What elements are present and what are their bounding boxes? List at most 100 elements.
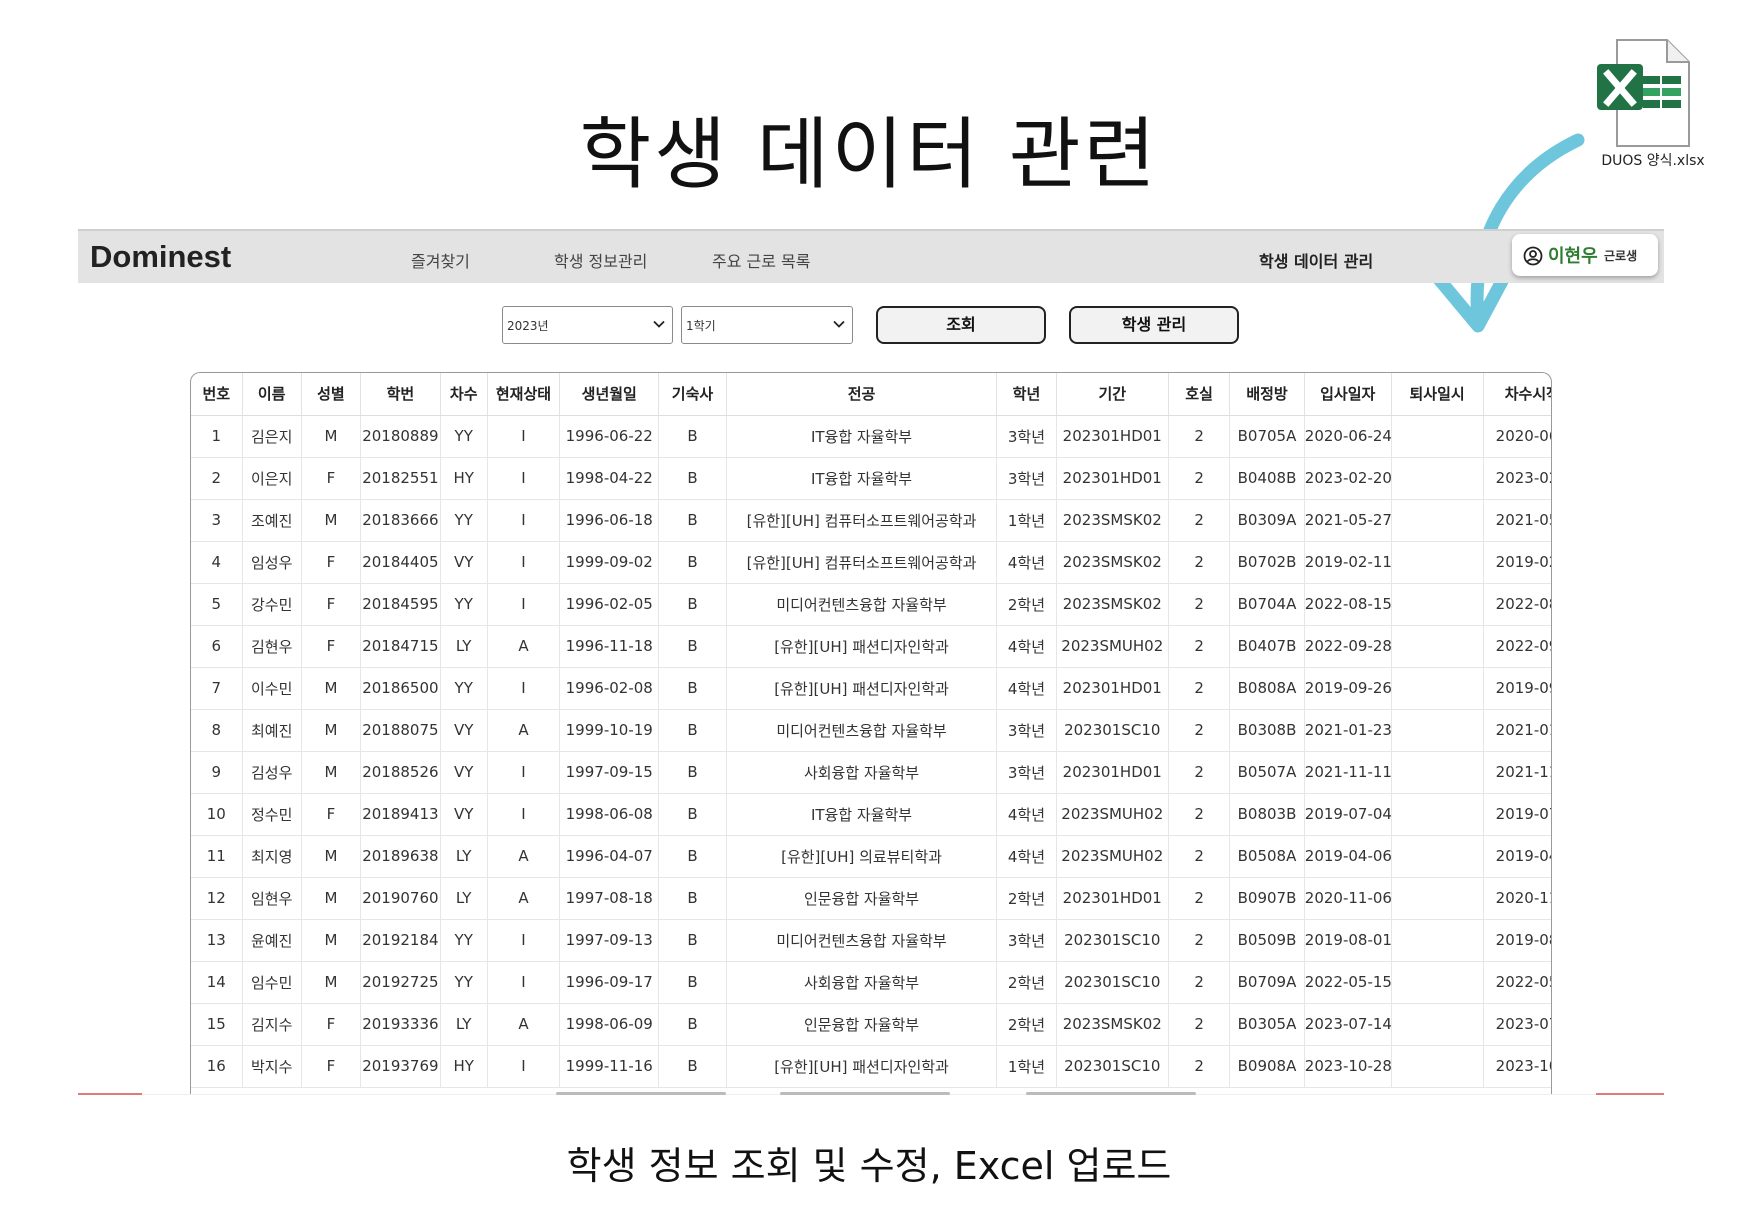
table-cell: 2023-10-28 (1304, 1045, 1392, 1088)
search-button[interactable]: 조회 (876, 306, 1046, 344)
table-cell: 20189413 (360, 793, 441, 836)
table-cell: VY (440, 541, 488, 584)
table-cell: 1997-08-18 (559, 877, 660, 920)
table-cell: I (487, 415, 561, 458)
column-header[interactable]: 차수 (440, 373, 488, 416)
column-header[interactable]: 배정방 (1229, 373, 1305, 416)
table-cell: 1학년 (996, 1045, 1057, 1088)
table-cell: 202301HD01 (1056, 877, 1169, 920)
table-cell: I (487, 793, 561, 836)
table-row[interactable]: 9 김성우 M 20188526 VY I 1997-09-15 B 사회융합 자율학부 3학년 2… (191, 751, 1551, 794)
table-row[interactable]: 2 이은지 F 20182551 HY I 1998-04-22 B IT융합 자율학부 3학년 2… (191, 457, 1551, 500)
table-cell: 1997-09-13 (559, 919, 660, 962)
user-menu[interactable]: 이현우 근로생 (1512, 234, 1658, 276)
table-cell: 20192725 (360, 961, 441, 1004)
table-cell: LY (440, 835, 488, 878)
table-cell: [유한][UH] 의료뷰티학과 (726, 835, 998, 878)
table-row[interactable]: 16 박지수 F 20193769 HY I 1999-11-16 B [유한][UH] 패션디… (191, 1045, 1551, 1088)
table-cell: 김은지 (242, 415, 302, 458)
table-cell (1391, 751, 1484, 794)
scrollbar-thumb[interactable] (780, 1092, 950, 1095)
app-logo[interactable]: Dominest (90, 239, 232, 274)
table-row[interactable]: 13 윤예진 M 20192184 YY I 1997-09-13 B 미디어컨텐츠융합 자율학… (191, 919, 1551, 962)
app-header: Dominest 즐겨찾기 학생 정보관리 주요 근로 목록 학생 데이터 관리… (78, 229, 1664, 283)
table-cell: 2019-04-06 (1304, 835, 1392, 878)
column-header[interactable]: 기간 (1056, 373, 1169, 416)
table-cell: 2019-07-04 (1304, 793, 1392, 836)
table-row[interactable]: 10 정수민 F 20189413 VY I 1998-06-08 B IT융합 자율학부 4학년… (191, 793, 1551, 836)
table-cell: 2019-09-26 (1483, 667, 1551, 710)
table-cell: YY (440, 961, 488, 1004)
column-header[interactable]: 성별 (301, 373, 362, 416)
table-cell: B0407B (1229, 625, 1305, 668)
column-header[interactable]: 번호 (191, 373, 243, 416)
table-cell: 20189638 (360, 835, 441, 878)
table-cell: 8 (191, 709, 243, 752)
table-cell: YY (440, 415, 488, 458)
table-cell: I (487, 583, 561, 626)
column-header[interactable]: 입사일자 (1304, 373, 1392, 416)
slide-caption: 학생 정보 조회 및 수정, Excel 업로드 (566, 1144, 1172, 1188)
table-cell: M (301, 499, 362, 542)
student-table-container[interactable]: 번호 이름 성별 학번 차수 현재상태 생년월일 기숙사 전공 학년 기간 호실 배정방 입사일자 퇴사일시… (190, 372, 1552, 1094)
table-cell: 2 (1168, 877, 1231, 920)
table-cell: 김현우 (242, 625, 302, 668)
table-cell: 2021-05-27 (1483, 499, 1551, 542)
table-row[interactable]: 1 김은지 M 20180889 YY I 1996-06-22 B IT융합 자율학부 3학년 2… (191, 415, 1551, 458)
nav-student-data[interactable]: 학생 데이터 관리 (1259, 252, 1374, 271)
nav-favorites[interactable]: 즐겨찾기 (411, 252, 470, 271)
table-cell: 2 (1168, 751, 1231, 794)
column-header[interactable]: 현재상태 (487, 373, 561, 416)
table-cell: 14 (191, 961, 243, 1004)
table-cell: [유한][UH] 컴퓨터소프트웨어공학과 (726, 541, 998, 584)
table-cell: B (658, 667, 727, 710)
column-header[interactable]: 이름 (242, 373, 302, 416)
table-cell: 2023-07-14 (1304, 1003, 1392, 1046)
table-cell: 2019-07-04 (1483, 793, 1551, 836)
column-header[interactable]: 생년월일 (559, 373, 660, 416)
table-row[interactable]: 15 김지수 F 20193336 LY A 1998-06-09 B 인문융합 자율학부 2학년… (191, 1003, 1551, 1046)
table-cell: [유한][UH] 패션디자인학과 (726, 667, 998, 710)
table-cell: 3학년 (996, 751, 1057, 794)
table-cell: 1996-06-22 (559, 415, 660, 458)
table-cell: 4학년 (996, 835, 1057, 878)
column-header[interactable]: 전공 (726, 373, 998, 416)
year-select[interactable]: 2023년 (502, 306, 673, 344)
table-cell: B0509B (1229, 919, 1305, 962)
table-cell: 인문융합 자율학부 (726, 877, 998, 920)
table-cell: B (658, 499, 727, 542)
column-header[interactable]: 학년 (996, 373, 1057, 416)
table-cell: 최지영 (242, 835, 302, 878)
table-row[interactable]: 8 최예진 M 20188075 VY A 1999-10-19 B 미디어컨텐츠융합 자율학부… (191, 709, 1551, 752)
nav-student-info[interactable]: 학생 정보관리 (554, 252, 648, 271)
table-cell: B (658, 1045, 727, 1088)
table-row[interactable]: 5 강수민 F 20184595 YY I 1996-02-05 B 미디어컨텐츠융합 자율학부… (191, 583, 1551, 626)
table-row[interactable]: 4 임성우 F 20184405 VY I 1999-09-02 B [유한][UH] 컴퓨터소… (191, 541, 1551, 584)
column-header[interactable]: 기숙사 (658, 373, 727, 416)
column-header[interactable]: 퇴사일시 (1391, 373, 1484, 416)
column-header[interactable]: 호실 (1168, 373, 1231, 416)
table-cell: 미디어컨텐츠융합 자율학부 (726, 919, 998, 962)
scrollbar-thumb[interactable] (556, 1092, 726, 1095)
table-row[interactable]: 7 이수민 M 20186500 YY I 1996-02-08 B [유한][UH] 패션디자… (191, 667, 1551, 710)
table-cell: 2020-06-24 (1304, 415, 1392, 458)
table-cell: 2학년 (996, 877, 1057, 920)
table-cell (1391, 583, 1484, 626)
nav-work-list[interactable]: 주요 근로 목록 (712, 252, 811, 271)
table-cell: 20183666 (360, 499, 441, 542)
table-row[interactable]: 12 임현우 M 20190760 LY A 1997-08-18 B 인문융합 자율학부 2학년… (191, 877, 1551, 920)
column-header[interactable]: 차수시작일 (1483, 373, 1551, 416)
column-header[interactable]: 학번 (360, 373, 441, 416)
table-row[interactable]: 14 임수민 M 20192725 YY I 1996-09-17 B 사회융합 자율학부 2학년… (191, 961, 1551, 1004)
semester-select[interactable]: 1학기 (681, 306, 853, 344)
table-cell: F (301, 793, 362, 836)
table-cell: F (301, 625, 362, 668)
table-cell: 5 (191, 583, 243, 626)
scrollbar-thumb[interactable] (1026, 1092, 1196, 1095)
table-row[interactable]: 6 김현우 F 20184715 LY A 1996-11-18 B [유한][UH] 패션디자… (191, 625, 1551, 668)
table-cell: 20182551 (360, 457, 441, 500)
table-row[interactable]: 3 조예진 M 20183666 YY I 1996-06-18 B [유한][UH] 컴퓨터소… (191, 499, 1551, 542)
table-row[interactable]: 11 최지영 M 20189638 LY A 1996-04-07 B [유한][UH] 의료뷰… (191, 835, 1551, 878)
table-cell: 4학년 (996, 541, 1057, 584)
student-manage-button[interactable]: 학생 관리 (1069, 306, 1239, 344)
